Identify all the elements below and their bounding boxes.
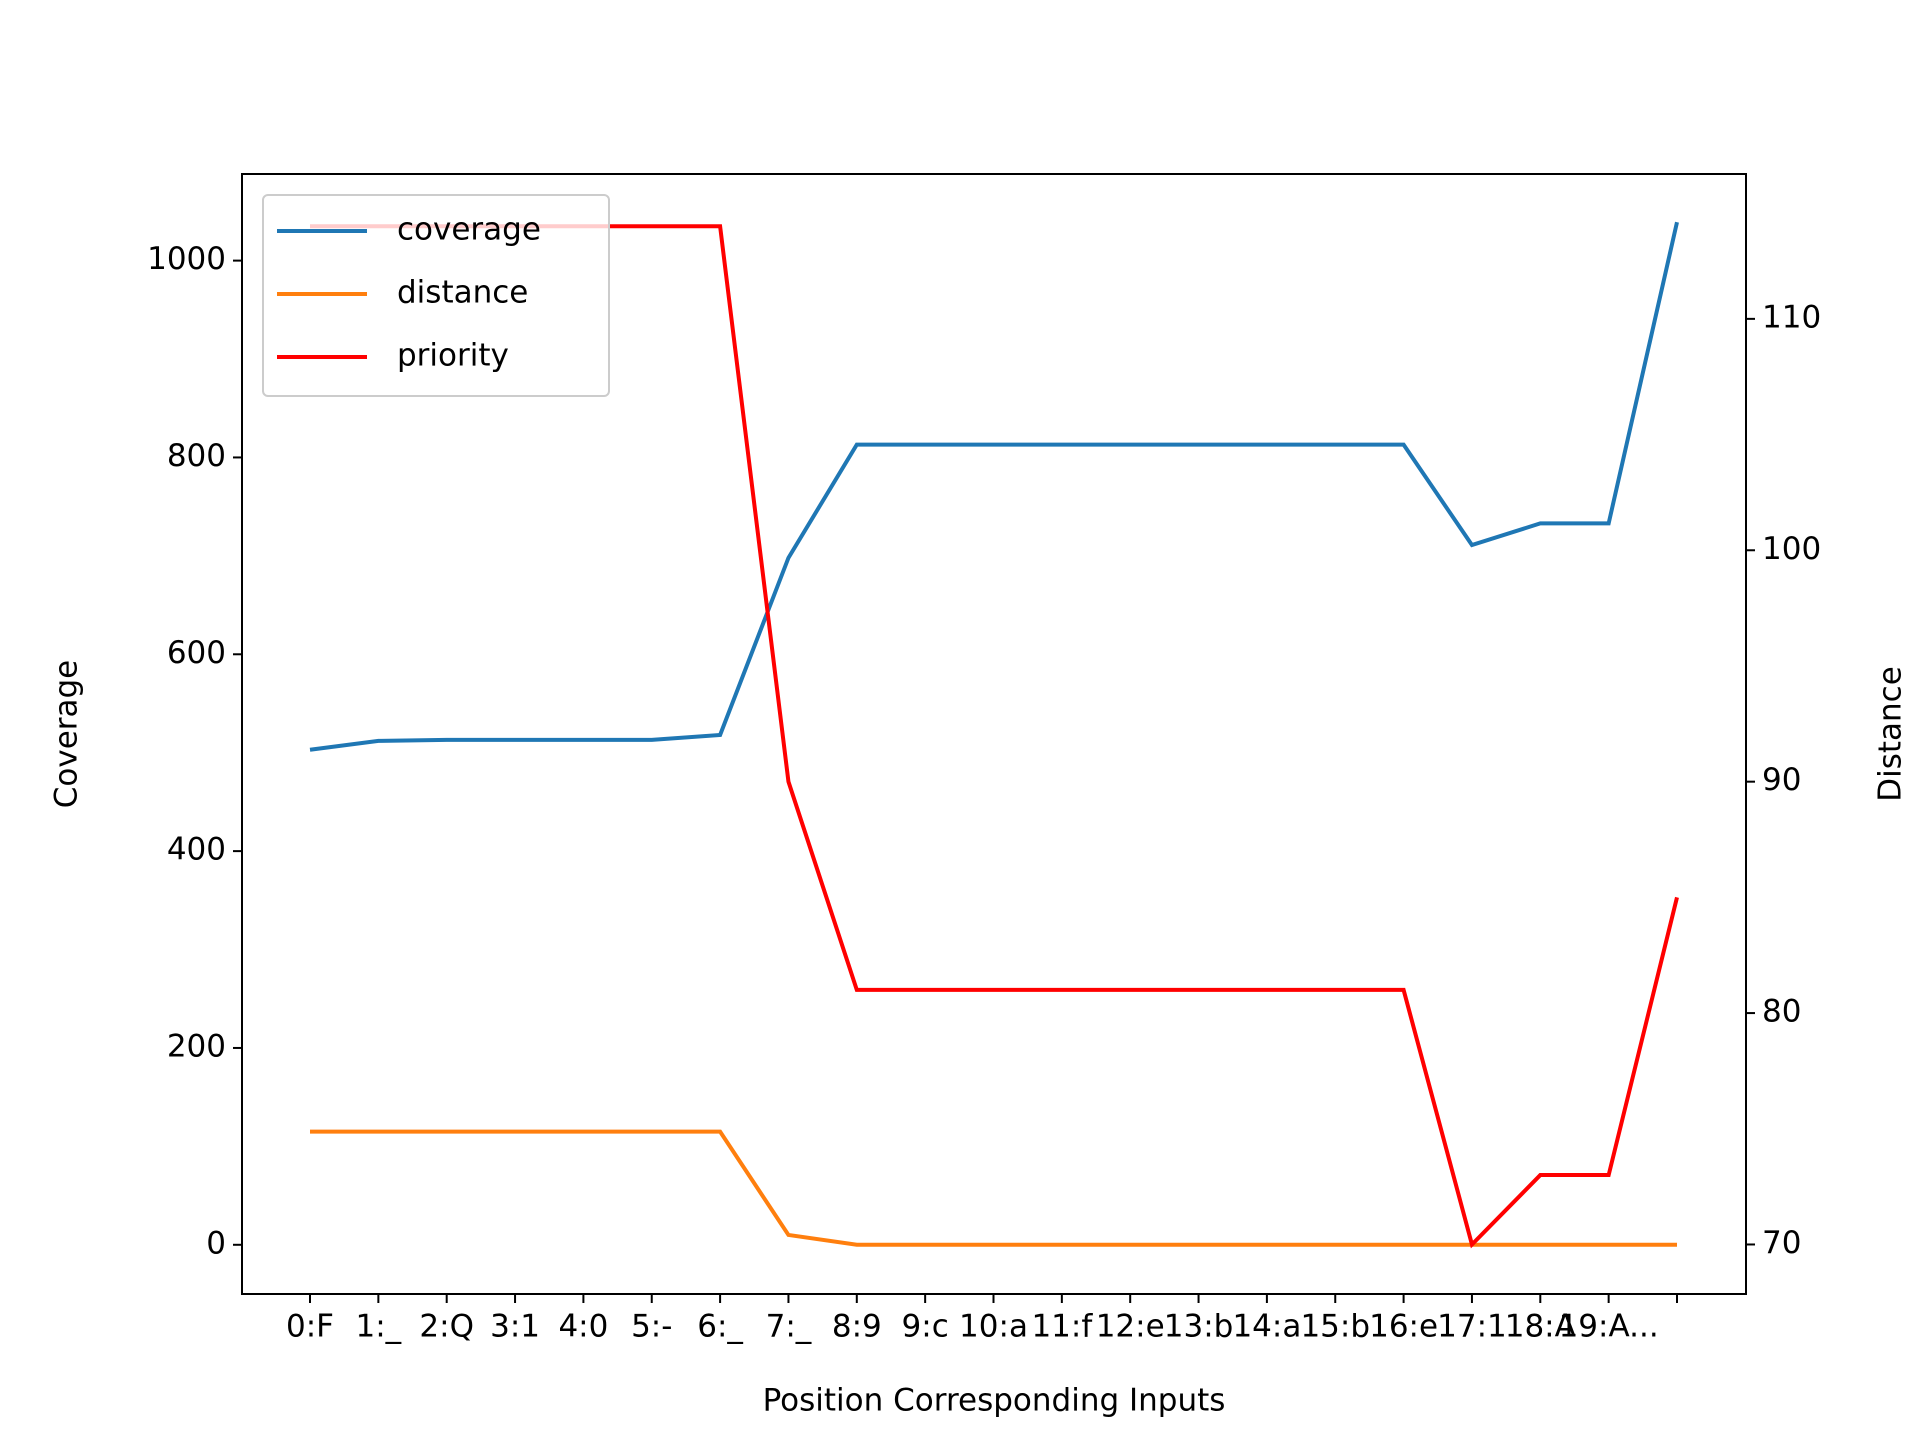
y2-tick-label: 110 bbox=[1762, 299, 1821, 335]
y-tick-label: 800 bbox=[167, 438, 226, 474]
y-tick-label: 600 bbox=[167, 635, 226, 671]
y2-tick-label: 80 bbox=[1762, 994, 1801, 1030]
x-tick-label: 18:A bbox=[1505, 1309, 1576, 1345]
x-tick-label: 6:_ bbox=[697, 1309, 743, 1345]
x-tick-label: 9:c bbox=[902, 1309, 949, 1345]
x-tick-label: 12:e bbox=[1096, 1309, 1165, 1345]
y2-tick-label: 100 bbox=[1762, 531, 1821, 567]
x-tick-label: 11:f bbox=[1031, 1309, 1093, 1345]
x-tick-label: 13:b bbox=[1164, 1309, 1234, 1345]
x-tick-label: 10:a bbox=[959, 1309, 1028, 1345]
y2-axis-label: Distance bbox=[1873, 666, 1909, 802]
x-tick-label: 3:1 bbox=[490, 1309, 540, 1345]
x-tick-label: 15:b bbox=[1300, 1309, 1370, 1345]
y-tick-label: 400 bbox=[167, 832, 226, 868]
x-tick-label: 17:1 bbox=[1437, 1309, 1507, 1345]
x-tick-label: 14:a bbox=[1232, 1309, 1301, 1345]
y2-tick-label: 90 bbox=[1762, 762, 1801, 798]
x-tick-label: 1:_ bbox=[356, 1309, 402, 1345]
x-tick-label: 16:e bbox=[1369, 1309, 1438, 1345]
plot-frame bbox=[241, 173, 1747, 1295]
line-coverage bbox=[309, 221, 1679, 752]
x-tick-label: 4:0 bbox=[558, 1309, 608, 1345]
x-tick-label: 0:F bbox=[286, 1309, 334, 1345]
x-tick-label: 2:Q bbox=[419, 1309, 474, 1345]
x-axis-label: Position Corresponding Inputs bbox=[763, 1383, 1226, 1419]
y2-tick-label: 70 bbox=[1762, 1225, 1801, 1261]
y-tick-label: 200 bbox=[167, 1028, 226, 1064]
x-tick-label: 7:_ bbox=[766, 1309, 812, 1345]
legend-label: priority bbox=[397, 338, 509, 374]
y-axis-label: Coverage bbox=[49, 660, 85, 809]
x-tick-label: 5:- bbox=[631, 1309, 672, 1345]
legend-box bbox=[262, 194, 610, 397]
legend-label: distance bbox=[397, 275, 528, 311]
x-tick-label: 19:A... bbox=[1559, 1309, 1659, 1345]
y-tick-label: 0 bbox=[206, 1225, 226, 1261]
y-tick-label: 1000 bbox=[147, 241, 226, 277]
x-tick-label: 8:9 bbox=[832, 1309, 882, 1345]
legend-label: coverage bbox=[397, 212, 541, 248]
line-distance bbox=[310, 1129, 1677, 1247]
